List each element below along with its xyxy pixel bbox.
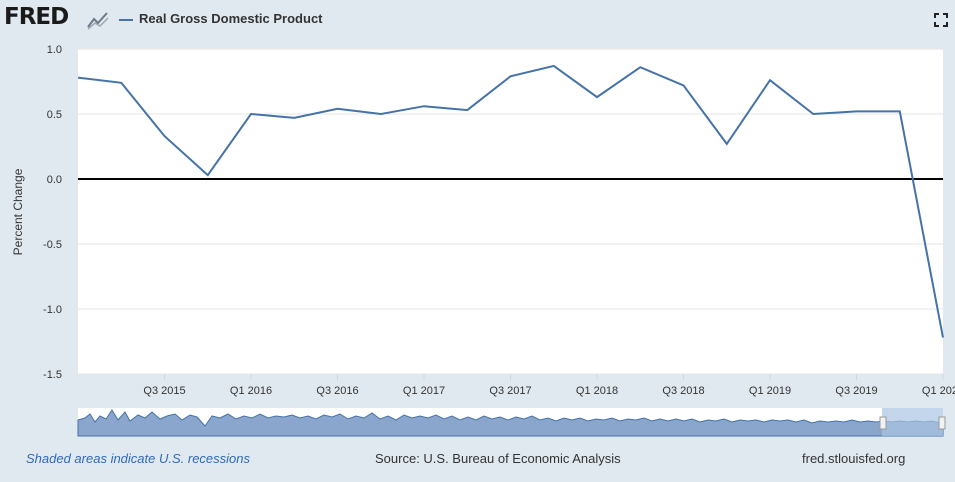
x-tick-label: Q1 2020 (922, 385, 955, 397)
x-tick-label: Q3 2016 (316, 385, 358, 397)
x-tick-label: Q3 2015 (143, 385, 185, 397)
x-tick-label: Q3 2019 (835, 385, 877, 397)
x-tick-label: Q3 2018 (662, 385, 704, 397)
chart-line-icon (86, 10, 110, 30)
legend-label: Real Gross Domestic Product (139, 11, 323, 26)
navigator-series (77, 409, 944, 437)
chart-header: FRED Real Gross Domestic Product (0, 0, 955, 40)
y-tick-label: -0.5 (43, 239, 62, 251)
source-text: Source: U.S. Bureau of Economic Analysis (375, 451, 621, 466)
x-tick-label: Q3 2017 (489, 385, 531, 397)
x-tick-label: Q1 2019 (749, 385, 791, 397)
x-tick-label: Q1 2017 (403, 385, 445, 397)
y-axis-label: Percent Change (11, 168, 25, 255)
navigator-right-handle (938, 416, 946, 430)
navigator-left-handle (879, 416, 887, 430)
y-tick-label: 0.5 (47, 109, 62, 121)
x-tick-label: Q1 2016 (230, 385, 272, 397)
expand-icon[interactable] (934, 13, 948, 27)
x-tick-label: Q1 2018 (576, 385, 618, 397)
y-tick-label: -1.5 (43, 369, 62, 381)
y-tick-label: 1.0 (47, 44, 62, 56)
y-tick-label: -1.0 (43, 304, 62, 316)
navigator-selection (882, 408, 943, 436)
series-line (77, 64, 944, 338)
y-axis-ticks: 1.0 0.5 0.0 -0.5 -1.0 -1.5 (43, 44, 62, 381)
legend-swatch (119, 19, 133, 21)
x-axis-ticks: Q3 2015 Q1 2016 Q3 2016 Q1 2017 Q3 2017 Q1 20… (143, 374, 955, 397)
y-tick-label: 0.0 (47, 174, 62, 186)
navigator[interactable] (77, 408, 946, 437)
recessions-note[interactable]: Shaded areas indicate U.S. recessions (26, 451, 251, 466)
plot-area (78, 49, 943, 374)
grid-lines (78, 48, 943, 375)
fred-logo[interactable]: FRED (4, 4, 69, 30)
fred-url[interactable]: fred.stlouisfed.org (802, 451, 906, 466)
